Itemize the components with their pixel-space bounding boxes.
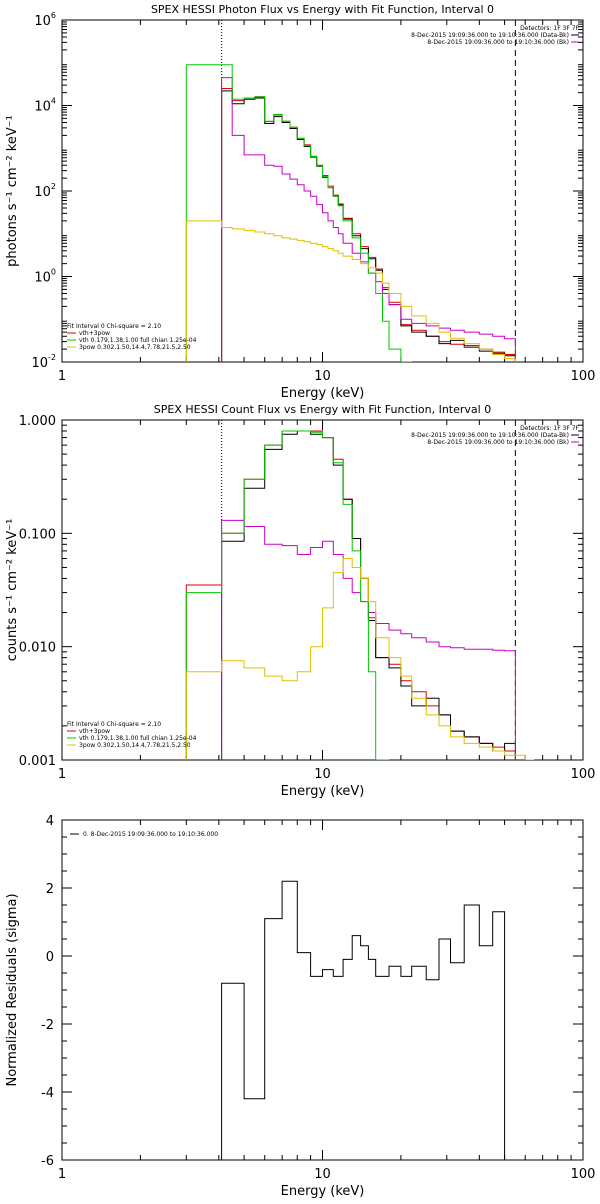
y-tick-label: 104 <box>34 97 56 115</box>
legend-entry-text: 3pow 0.302,1.50,14.4,7.78,21.5,2.50 <box>79 742 191 749</box>
y-tick-label: -6 <box>41 1154 54 1169</box>
x-axis-label: Energy (keV) <box>281 784 365 799</box>
plot-frame <box>61 419 584 761</box>
series-line-data-bk <box>221 430 516 760</box>
y-tick-label: 4 <box>46 814 54 829</box>
y-tick-label: 106 <box>34 11 56 29</box>
series-group <box>185 64 516 362</box>
series-line-bk <box>221 77 516 362</box>
y-tick-exponent: 2 <box>51 182 56 191</box>
x-tick-label: 1 <box>58 369 66 384</box>
legend-entry-text: 8-Dec-2015 19:09:36.000 to 19:10:36.000 … <box>427 39 569 46</box>
x-tick-label: 10 <box>314 369 331 384</box>
fit-legend-header: Fit Interval 0 Chi-square = 2.10 <box>67 323 161 330</box>
y-axis-label: photons s⁻¹ cm⁻² keV⁻¹ <box>5 115 20 267</box>
y-tick-exponent: 0 <box>51 268 56 277</box>
x-axis-label: Energy (keV) <box>281 386 365 401</box>
series-line-0-8-dec-2015-19-09-36-000-to-19-10-36-000 <box>221 880 516 1160</box>
x-tick-label: 10 <box>314 767 331 782</box>
x-tick-label: 1 <box>58 767 66 782</box>
y-axis-label: counts s⁻¹ cm⁻² keV⁻¹ <box>5 519 20 662</box>
legend-entry-text: vth 0.179,1.38,1.00 full chian 1.25e-04 <box>79 337 197 344</box>
chart-title: SPEX HESSI Photon Flux vs Energy with Fi… <box>151 3 494 16</box>
y-tick-label: 100 <box>34 268 56 286</box>
y-tick-label: 2 <box>46 882 54 897</box>
series-line-data-bk <box>221 90 516 362</box>
legend-entry-text: 8-Dec-2015 19:09:36.000 to 19:10:36.000 … <box>411 432 569 439</box>
y-tick-label: -2 <box>41 1018 54 1033</box>
x-tick-label: 100 <box>571 369 596 384</box>
series-line-vth-3pow <box>221 88 516 362</box>
y-tick-exponent: 6 <box>51 11 56 20</box>
y-tick-label: -4 <box>41 1086 54 1101</box>
legend-entry-text: 8-Dec-2015 19:09:36.000 to 19:10:36.000 … <box>427 439 569 446</box>
fit-legend-header: Fit Interval 0 Chi-square = 2.10 <box>67 721 161 728</box>
y-tick-base: 10 <box>31 356 48 371</box>
chart-panel-3: 1 10 100 Energy (keV) -6 -4 -2 0 2 4 Normalized Re… <box>5 814 595 1199</box>
x-tick-label: 100 <box>571 767 596 782</box>
y-tick-label: 102 <box>34 182 56 200</box>
y-tick-label: 0 <box>46 950 54 965</box>
legend-entry-text: 8-Dec-2015 19:09:36.000 to 19:10:36.000 … <box>411 32 569 39</box>
y-tick-base: 10 <box>34 14 51 29</box>
detectors-label: Detectors: 1F 3F 7F <box>520 425 579 432</box>
y-tick-label: 0.100 <box>19 527 56 542</box>
x-tick-label: 10 <box>314 1167 331 1182</box>
y-axis-label: Normalized Residuals (sigma) <box>5 893 20 1086</box>
plot-frame <box>61 19 584 363</box>
y-tick-exponent: 4 <box>51 97 56 106</box>
detectors-label: Detectors: 1F 3F 7F <box>520 25 579 32</box>
y-tick-base: 10 <box>34 185 51 200</box>
series-line-3pow <box>185 558 535 760</box>
chart-title: SPEX HESSI Count Flux vs Energy with Fit… <box>154 403 491 416</box>
y-tick-base: 10 <box>34 100 51 115</box>
chart-panel-1: SPEX HESSI Photon Flux vs Energy with Fi… <box>5 3 595 401</box>
y-tick-base: 10 <box>34 271 51 286</box>
legend-entry-text: vth+3pow <box>79 330 110 337</box>
series-line-vth <box>185 430 389 760</box>
x-axis-label: Energy (keV) <box>281 1184 365 1199</box>
series-line-3pow <box>185 220 516 362</box>
legend-entry-text: 0. 8-Dec-2015 19:09:36.000 to 19:10:36.0… <box>83 831 218 838</box>
y-tick-exponent: -2 <box>48 353 56 362</box>
y-tick-label: 0.010 <box>19 641 56 656</box>
x-tick-label: 1 <box>58 1167 66 1182</box>
y-tick-label: 0.001 <box>19 754 56 769</box>
series-group <box>221 880 516 1160</box>
chart-panel-2: SPEX HESSI Count Flux vs Energy with Fit… <box>5 403 595 799</box>
legend-entry-text: vth+3pow <box>79 728 110 735</box>
series-group <box>185 430 535 760</box>
series-line-vth <box>185 64 412 362</box>
y-tick-label: 1.000 <box>19 414 56 429</box>
legend-entry-text: vth 0.179,1.38,1.00 full chian 1.25e-04 <box>79 735 197 742</box>
x-tick-label: 100 <box>571 1167 596 1182</box>
y-tick-label: 10-2 <box>31 353 56 371</box>
legend-entry-text: 3pow 0.302,1.50,14.4,7.78,21.5,2.50 <box>79 344 191 351</box>
series-line-vth-3pow <box>185 430 516 760</box>
